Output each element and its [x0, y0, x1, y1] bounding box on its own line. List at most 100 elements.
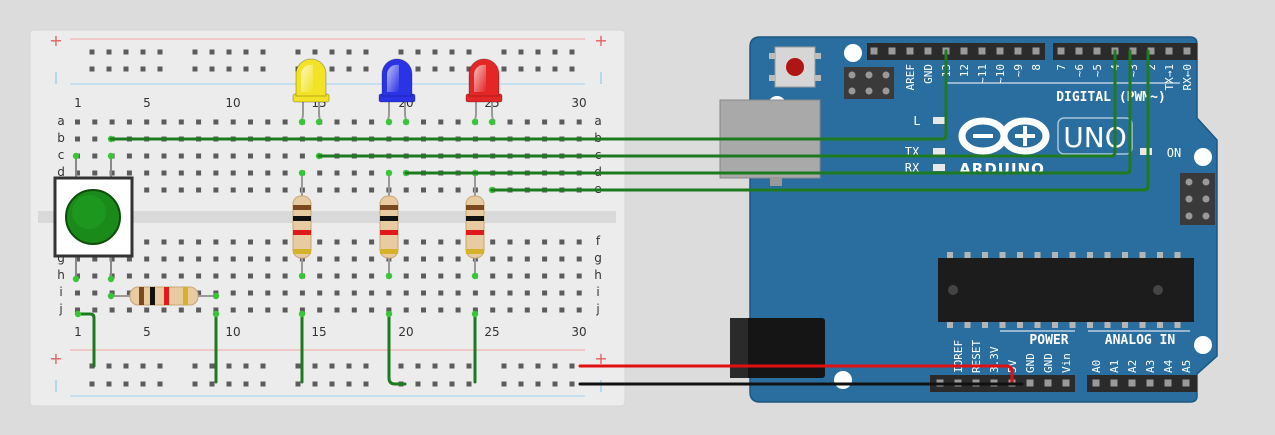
breadboard-hole[interactable]: [317, 239, 323, 245]
rail-hole[interactable]: [569, 66, 575, 72]
breadboard-hole[interactable]: [576, 273, 582, 279]
breadboard-hole[interactable]: [92, 153, 98, 159]
breadboard-hole[interactable]: [524, 256, 530, 262]
breadboard-hole[interactable]: [299, 153, 305, 159]
rail-hole[interactable]: [295, 381, 301, 387]
rail-hole[interactable]: [226, 49, 232, 55]
breadboard-hole[interactable]: [403, 307, 409, 313]
breadboard-hole[interactable]: [334, 119, 340, 125]
header-pin[interactable]: [1026, 379, 1034, 387]
rail-hole[interactable]: [415, 49, 421, 55]
header-pin[interactable]: [906, 47, 914, 55]
rail-hole[interactable]: [535, 381, 541, 387]
breadboard-hole[interactable]: [455, 273, 461, 279]
breadboard-hole[interactable]: [317, 187, 323, 193]
breadboard-hole[interactable]: [299, 307, 305, 313]
breadboard-hole[interactable]: [196, 290, 202, 296]
breadboard-hole[interactable]: [455, 239, 461, 245]
rail-hole[interactable]: [243, 66, 249, 72]
breadboard-hole[interactable]: [178, 119, 184, 125]
breadboard-hole[interactable]: [351, 187, 357, 193]
breadboard-hole[interactable]: [542, 273, 548, 279]
rail-hole[interactable]: [226, 66, 232, 72]
breadboard-hole[interactable]: [403, 290, 409, 296]
breadboard-hole[interactable]: [369, 119, 375, 125]
breadboard-hole[interactable]: [213, 273, 219, 279]
breadboard-hole[interactable]: [542, 307, 548, 313]
breadboard-hole[interactable]: [248, 119, 253, 125]
red-led[interactable]: [465, 58, 503, 123]
breadboard-hole[interactable]: [178, 256, 184, 262]
breadboard-hole[interactable]: [161, 153, 167, 159]
arduino-uno-board[interactable]: ARDUINO UNO DIGITAL (PWM~) POWER ANALOG …: [719, 36, 1218, 403]
rail-hole[interactable]: [89, 381, 95, 387]
breadboard-hole[interactable]: [178, 307, 184, 313]
breadboard-hole[interactable]: [109, 170, 115, 176]
rail-hole[interactable]: [363, 381, 369, 387]
breadboard-hole[interactable]: [334, 307, 340, 313]
breadboard-hole[interactable]: [109, 307, 115, 313]
breadboard-hole[interactable]: [144, 153, 150, 159]
breadboard-hole[interactable]: [213, 187, 219, 193]
rail-hole[interactable]: [363, 49, 369, 55]
rail-hole[interactable]: [157, 363, 163, 369]
resistor-pull-down[interactable]: [111, 286, 216, 306]
breadboard-hole[interactable]: [421, 187, 426, 193]
breadboard-hole[interactable]: [126, 256, 132, 262]
breadboard-hole[interactable]: [248, 187, 253, 193]
rail-hole[interactable]: [415, 363, 421, 369]
breadboard-hole[interactable]: [178, 187, 184, 193]
rail-hole[interactable]: [295, 49, 301, 55]
breadboard-hole[interactable]: [438, 256, 444, 262]
breadboard-hole[interactable]: [421, 273, 426, 279]
breadboard-hole[interactable]: [576, 256, 582, 262]
breadboard-hole[interactable]: [75, 136, 80, 142]
breadboard-hole[interactable]: [282, 307, 288, 313]
header-pin[interactable]: [870, 47, 878, 55]
breadboard-hole[interactable]: [265, 119, 271, 125]
breadboard-hole[interactable]: [507, 239, 513, 245]
breadboard-hole[interactable]: [542, 239, 548, 245]
breadboard-hole[interactable]: [351, 290, 357, 296]
breadboard-hole[interactable]: [455, 307, 461, 313]
breadboard-hole[interactable]: [126, 290, 132, 296]
breadboard-hole[interactable]: [230, 273, 236, 279]
breadboard-hole[interactable]: [144, 273, 150, 279]
rail-hole[interactable]: [192, 66, 198, 72]
breadboard-hole[interactable]: [403, 256, 409, 262]
breadboard-hole[interactable]: [455, 119, 461, 125]
breadboard-hole[interactable]: [438, 187, 444, 193]
rail-hole[interactable]: [346, 381, 352, 387]
breadboard-hole[interactable]: [369, 256, 375, 262]
header-pin[interactable]: [1182, 379, 1190, 387]
breadboard-hole[interactable]: [282, 119, 288, 125]
breadboard-hole[interactable]: [92, 290, 98, 296]
breadboard-hole[interactable]: [92, 307, 98, 313]
breadboard-hole[interactable]: [75, 290, 80, 296]
breadboard-hole[interactable]: [559, 273, 565, 279]
breadboard-hole[interactable]: [230, 119, 236, 125]
breadboard-hole[interactable]: [144, 119, 150, 125]
breadboard-hole[interactable]: [334, 239, 340, 245]
rail-hole[interactable]: [209, 381, 215, 387]
breadboard-hole[interactable]: [92, 136, 98, 142]
breadboard-hole[interactable]: [351, 119, 357, 125]
breadboard-hole[interactable]: [92, 273, 98, 279]
breadboard-hole[interactable]: [230, 153, 236, 159]
breadboard-hole[interactable]: [369, 239, 375, 245]
breadboard-hole[interactable]: [178, 239, 184, 245]
breadboard-hole[interactable]: [213, 256, 219, 262]
breadboard-hole[interactable]: [178, 153, 184, 159]
dc-power-jack[interactable]: [730, 318, 825, 378]
breadboard-hole[interactable]: [230, 239, 236, 245]
rail-hole[interactable]: [415, 381, 421, 387]
rail-hole[interactable]: [466, 66, 472, 72]
breadboard-hole[interactable]: [196, 273, 202, 279]
breadboard-hole[interactable]: [507, 290, 513, 296]
breadboard-hole[interactable]: [576, 119, 582, 125]
header-pin[interactable]: [1075, 47, 1083, 55]
breadboard-hole[interactable]: [75, 273, 80, 279]
breadboard-hole[interactable]: [421, 119, 426, 125]
breadboard-hole[interactable]: [178, 273, 184, 279]
rail-hole[interactable]: [123, 49, 129, 55]
